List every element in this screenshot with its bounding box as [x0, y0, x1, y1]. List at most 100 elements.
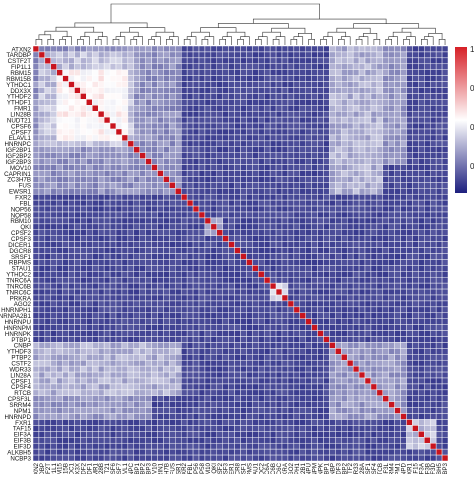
- heatmap-cell: [204, 110, 212, 118]
- heatmap-cell: [222, 63, 229, 70]
- heatmap-cell: [435, 383, 443, 391]
- heatmap-cell: [103, 288, 111, 296]
- heatmap-cell: [258, 454, 265, 462]
- heatmap-cell: [240, 259, 247, 266]
- heatmap-cell: [38, 152, 46, 159]
- heatmap-cell: [210, 87, 218, 94]
- heatmap-cell: [151, 116, 158, 124]
- heatmap-cell: [424, 199, 431, 207]
- heatmap-cell: [424, 188, 431, 195]
- heatmap-cell: [145, 51, 152, 59]
- heatmap-cell: [145, 401, 152, 408]
- heatmap-cell: [169, 140, 176, 148]
- heatmap-cell: [299, 288, 306, 296]
- heatmap-cell: [133, 223, 140, 231]
- heatmap-cell: [56, 51, 63, 59]
- heatmap-cell: [115, 75, 123, 82]
- heatmap-cell: [258, 442, 265, 450]
- dendrogram-link: [47, 39, 55, 45]
- heatmap-cell: [234, 454, 241, 462]
- heatmap-cell: [275, 193, 283, 201]
- heatmap-cell: [287, 205, 295, 213]
- heatmap-cell: [38, 348, 46, 355]
- heatmap-cell: [352, 395, 360, 402]
- heatmap-cell: [103, 51, 111, 59]
- heatmap-cell: [80, 57, 87, 65]
- heatmap-cell: [258, 431, 265, 438]
- heatmap-cell: [394, 389, 401, 397]
- heatmap-cell: [180, 110, 188, 118]
- heatmap-cell: [180, 401, 188, 408]
- heatmap-cell: [68, 193, 75, 201]
- heatmap-cell: [180, 431, 188, 438]
- heatmap-cell: [80, 271, 87, 278]
- heatmap-cell: [186, 377, 194, 385]
- heatmap-cell: [424, 146, 431, 153]
- heatmap-cell: [441, 454, 449, 462]
- heatmap-cell: [305, 271, 312, 278]
- heatmap-cell: [329, 235, 336, 242]
- heatmap-cell: [180, 128, 188, 136]
- heatmap-cell: [418, 276, 425, 284]
- heatmap-cell: [222, 294, 229, 302]
- heatmap-cell: [80, 365, 87, 373]
- heatmap-cell: [252, 330, 259, 337]
- heatmap-cell: [412, 140, 419, 148]
- heatmap-cell: [62, 105, 69, 112]
- heatmap-cell: [121, 431, 129, 438]
- heatmap-cell: [293, 437, 301, 444]
- heatmap-cell: [103, 371, 111, 379]
- heatmap-cell: [299, 395, 306, 402]
- heatmap-cell: [38, 359, 46, 367]
- heatmap-cell: [246, 425, 253, 432]
- heatmap-cell: [80, 448, 87, 456]
- heatmap-cell: [252, 425, 259, 432]
- heatmap-cell: [329, 407, 336, 414]
- heatmap-cell: [62, 282, 69, 290]
- heatmap-cell: [222, 116, 229, 124]
- heatmap-cell: [186, 282, 194, 290]
- heatmap-cell: [305, 365, 312, 373]
- heatmap-cell: [305, 413, 312, 420]
- heatmap-cell: [341, 300, 348, 308]
- heatmap-cell: [418, 69, 425, 76]
- heatmap-cell: [394, 324, 401, 331]
- heatmap-cell: [305, 306, 312, 314]
- heatmap-cell: [287, 359, 295, 367]
- heatmap-cell: [311, 288, 318, 296]
- dendrogram-link: [323, 36, 333, 45]
- heatmap-cell: [86, 312, 93, 319]
- heatmap-cell: [329, 324, 336, 331]
- heatmap-cell: [80, 170, 87, 177]
- heatmap-cell: [275, 324, 283, 331]
- heatmap-cell: [74, 437, 81, 444]
- heatmap-cell: [192, 407, 200, 414]
- heatmap-cell: [364, 247, 372, 254]
- heatmap-cell: [80, 330, 87, 337]
- heatmap-cell: [406, 217, 413, 225]
- heatmap-cell: [68, 110, 75, 118]
- row-label: IGF2BP3: [6, 159, 32, 166]
- heatmap-cell: [169, 300, 176, 308]
- heatmap-cell: [186, 306, 194, 314]
- heatmap-cell: [364, 348, 372, 355]
- heatmap-cell: [352, 448, 360, 456]
- heatmap-cell: [80, 383, 87, 391]
- heatmap-cell: [97, 57, 105, 65]
- heatmap-cell: [80, 342, 87, 349]
- heatmap-cell: [275, 354, 283, 361]
- heatmap-cell: [74, 188, 81, 195]
- heatmap-cell: [293, 407, 301, 414]
- heatmap-cell: [92, 110, 99, 118]
- heatmap-cell: [121, 401, 129, 408]
- heatmap-cell: [115, 359, 123, 367]
- heatmap-cell: [388, 431, 395, 438]
- heatmap-cell: [192, 164, 200, 171]
- heatmap-cell: [329, 265, 336, 272]
- heatmap-cell: [222, 271, 229, 278]
- heatmap-cell: [234, 300, 241, 308]
- heatmap-cell: [103, 63, 111, 70]
- heatmap-cell: [216, 199, 223, 207]
- heatmap-cell: [424, 81, 431, 88]
- heatmap-cell: [388, 57, 395, 65]
